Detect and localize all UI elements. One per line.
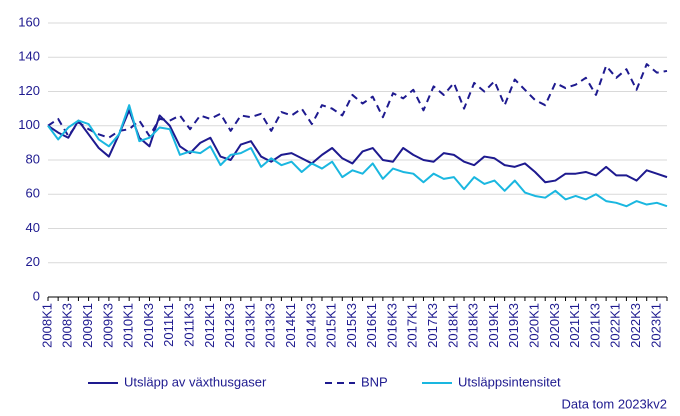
x-tick-label: 2010K1 — [121, 303, 136, 348]
x-tick-label: 2015K1 — [324, 303, 339, 348]
x-tick-label: 2011K3 — [182, 303, 197, 347]
legend-label: BNP — [361, 374, 388, 389]
x-tick-label: 2020K1 — [527, 303, 542, 348]
x-tick-label: 2017K3 — [425, 303, 440, 348]
series-line — [47, 104, 668, 208]
x-tick-label: 2018K3 — [466, 303, 481, 348]
legend-label: Utsläppsintensitet — [458, 374, 561, 389]
y-tick-label: 100 — [18, 117, 40, 132]
x-tick-label: 2015K3 — [344, 303, 359, 348]
x-tick-label: 2014K1 — [283, 303, 298, 348]
x-tick-label: 2021K3 — [587, 303, 602, 348]
x-tick-label: 2008K1 — [39, 303, 54, 348]
x-tick-label: 2016K1 — [364, 303, 379, 348]
y-tick-label: 120 — [18, 83, 40, 98]
x-tick-label: 2021K1 — [567, 303, 582, 348]
x-tick-label: 2017K1 — [405, 303, 420, 348]
x-tick-label: 2012K3 — [222, 303, 237, 348]
note: Data tom 2023kv2 — [561, 396, 667, 411]
x-tick-label: 2019K1 — [486, 303, 501, 348]
x-tick-label: 2016K3 — [384, 303, 399, 348]
x-tick-label: 2012K1 — [202, 303, 217, 348]
x-tick-label: 2022K3 — [628, 303, 643, 348]
x-tick-label: 2023K1 — [648, 303, 663, 348]
x-tick-label: 2022K1 — [608, 303, 623, 348]
series-line — [47, 109, 668, 184]
x-tick-label: 2009K1 — [80, 303, 95, 348]
x-tick-label: 2019K3 — [506, 303, 521, 348]
x-tick-label: 2020K3 — [547, 303, 562, 348]
x-tick-label: 2009K3 — [100, 303, 115, 348]
y-tick-label: 20 — [26, 254, 40, 269]
x-tick-label: 2018K1 — [445, 303, 460, 348]
y-tick-label: 0 — [33, 288, 40, 303]
y-tick-label: 80 — [26, 151, 40, 166]
x-tick-label: 2010K3 — [141, 303, 156, 348]
y-tick-label: 160 — [18, 14, 40, 29]
x-tick-label: 2011K1 — [161, 303, 176, 347]
x-tick-label: 2013K3 — [263, 303, 278, 348]
legend-label: Utsläpp av växthusgaser — [124, 374, 267, 389]
y-tick-label: 60 — [26, 186, 40, 201]
y-tick-label: 40 — [26, 220, 40, 235]
y-tick-label: 140 — [18, 49, 40, 64]
x-tick-label: 2008K3 — [60, 303, 75, 348]
x-tick-label: 2014K3 — [303, 303, 318, 348]
series-line — [47, 63, 668, 139]
x-tick-label: 2013K1 — [242, 303, 257, 348]
